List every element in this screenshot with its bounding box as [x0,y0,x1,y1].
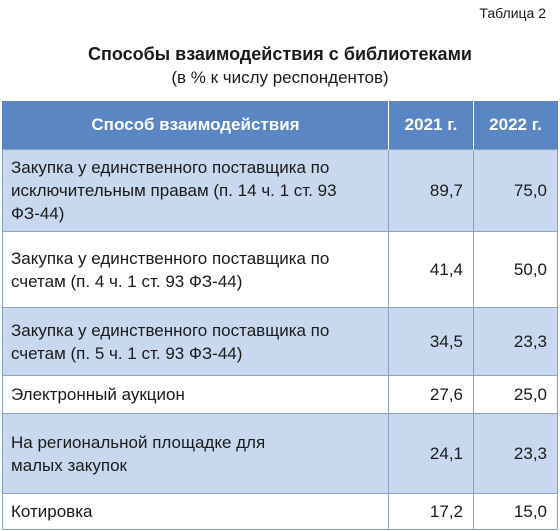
value-2021-cell: 17,2 [388,493,474,530]
value-2022-cell: 75,0 [473,149,558,232]
table-row: Закупка у единственного поставщика по сч… [2,231,558,308]
table-row: Котировка 17,2 15,0 [2,493,558,530]
table-title: Способы взаимодействия с библиотеками [88,44,472,64]
table-number-label: Таблица 2 [479,5,546,21]
value-2022-cell: 25,0 [473,375,558,414]
value-2022-cell: 15,0 [473,493,558,530]
column-header-2022: 2022 г. [473,101,558,150]
method-cell: Котировка [2,493,389,530]
value-2022-cell: 23,3 [473,413,558,494]
data-table: Способ взаимодействия 2021 г. 2022 г. За… [2,101,558,530]
table-row: Закупка у единственного поставщика по сч… [2,307,558,376]
header-row: Способ взаимодействия 2021 г. 2022 г. [2,101,558,150]
value-2022-cell: 23,3 [473,307,558,376]
value-2022-cell: 50,0 [473,231,558,308]
table-row: Электронный аукцион 27,6 25,0 [2,375,558,414]
value-2021-cell: 27,6 [388,375,474,414]
table-row: На региональной площадке для малых закуп… [2,413,558,494]
method-cell: Закупка у единственного поставщика по сч… [2,231,389,308]
value-2021-cell: 24,1 [388,413,474,494]
method-cell: На региональной площадке для малых закуп… [2,413,389,494]
value-2021-cell: 41,4 [388,231,474,308]
table-subtitle: (в % к числу респондентов) [171,68,389,87]
table-row: Закупка у единственного поставщика по ис… [2,149,558,232]
method-cell: Закупка у единственного поставщика по ис… [2,149,389,232]
method-cell: Электронный аукцион [2,375,389,414]
column-header-method: Способ взаимодействия [2,101,389,150]
column-header-2021: 2021 г. [388,101,474,150]
value-2021-cell: 34,5 [388,307,474,376]
value-2021-cell: 89,7 [388,149,474,232]
method-cell: Закупка у единственного поставщика по сч… [2,307,389,376]
